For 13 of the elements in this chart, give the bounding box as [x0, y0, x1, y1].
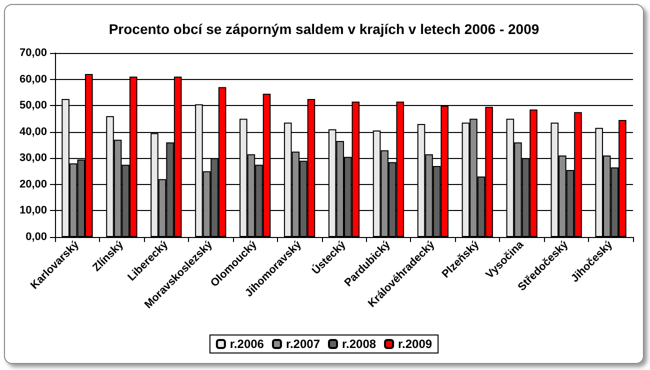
y-tick-label: 60,00	[19, 73, 47, 86]
y-tick-label: 30,00	[19, 152, 47, 164]
y-tick-label: 10,00	[19, 204, 47, 217]
y-tick-label: 20,00	[19, 178, 47, 190]
y-tick-label: 0,00	[26, 231, 47, 243]
y-tick-label: 70,00	[19, 47, 47, 59]
legend-label: r.2006	[230, 337, 264, 351]
legend-label: r.2009	[398, 337, 432, 351]
chart-title: Procento obcí se záporným saldem v krajích v letech 2006 - 2009	[108, 21, 540, 37]
y-tick-label: 50,00	[19, 100, 47, 112]
legend-label: r.2008	[342, 337, 376, 351]
y-tick-label: 40,00	[19, 126, 47, 138]
legend-label: r.2007	[286, 337, 320, 351]
